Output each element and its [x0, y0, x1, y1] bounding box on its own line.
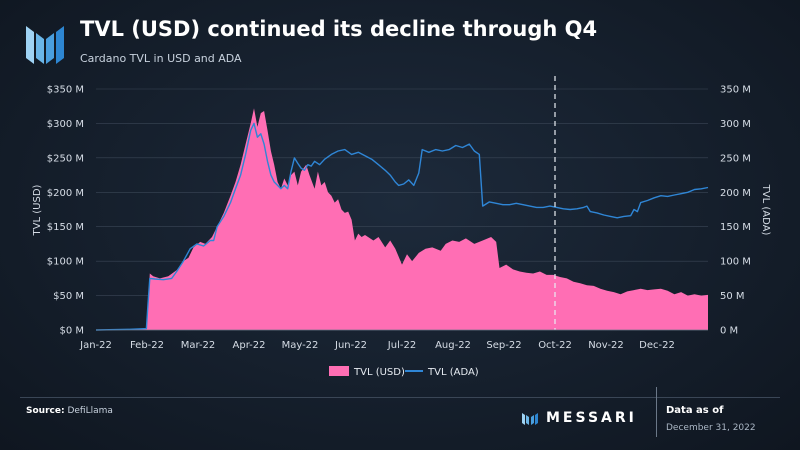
left-axis-ticks: $0 M $50 M $100 M $150 M $200 M $250 M $300 M $… — [47, 85, 84, 337]
as-of-label: Data as of — [666, 405, 724, 416]
y-left-tick-label: $0 M — [59, 326, 84, 337]
x-tick-label: Apr-22 — [233, 340, 266, 351]
legend-tvl-usd-label: TVL (USD) — [353, 367, 405, 378]
x-tick-label: Aug-22 — [435, 340, 471, 351]
right-axis-ticks: 0 M 50 M 100 M 150 M 200 M 250 M 300 M 350 M — [720, 85, 751, 337]
x-tick-label: Jan-22 — [79, 340, 112, 351]
tvl-chart: $0 M $50 M $100 M $150 M $200 M $250 M $300 M $… — [32, 76, 771, 378]
page-subtitle: Cardano TVL in USD and ADA — [80, 52, 242, 65]
messari-logo-icon — [26, 26, 64, 64]
brand: MESSARI — [522, 410, 637, 426]
x-tick-label: Feb-22 — [130, 340, 164, 351]
messari-small-logo-icon — [522, 413, 538, 425]
y-right-tick-label: 150 M — [720, 222, 751, 233]
y-right-tick-label: 0 M — [720, 326, 738, 337]
x-tick-label: Jun-22 — [334, 340, 367, 351]
tvl-usd-area — [96, 108, 708, 330]
x-tick-label: Mar-22 — [181, 340, 216, 351]
y-right-tick-label: 200 M — [720, 188, 751, 199]
y-left-tick-label: $150 M — [47, 222, 84, 233]
footer-divider — [20, 397, 780, 398]
y-right-tick-label: 300 M — [720, 119, 751, 130]
source-note: Source: DefiLlama — [26, 406, 113, 416]
y-right-tick-label: 50 M — [720, 291, 745, 302]
as-of-date: December 31, 2022 — [666, 423, 756, 433]
x-tick-label: May-22 — [282, 340, 319, 351]
footer-vertical-divider — [656, 387, 657, 437]
y-left-tick-label: $300 M — [47, 119, 84, 130]
source-value: DefiLlama — [67, 406, 113, 416]
y-left-tick-label: $50 M — [53, 291, 84, 302]
x-tick-label: Jul-22 — [387, 340, 416, 351]
x-tick-label: Nov-22 — [588, 340, 624, 351]
x-tick-label: Oct-22 — [538, 340, 572, 351]
source-label: Source: — [26, 406, 65, 416]
y-left-tick-label: $250 M — [47, 153, 84, 164]
legend-tvl-usd-swatch — [329, 366, 349, 376]
y-left-tick-label: $100 M — [47, 257, 84, 268]
brand-name: MESSARI — [546, 410, 637, 426]
x-axis-ticks: Jan-22 Feb-22 Mar-22 Apr-22 May-22 Jun-22 Jul-… — [79, 340, 675, 351]
y-right-tick-label: 250 M — [720, 153, 751, 164]
x-tick-label: Dec-22 — [639, 340, 675, 351]
y-axis-right-title: TVL (ADA) — [760, 184, 771, 236]
y-left-tick-label: $200 M — [47, 188, 84, 199]
legend-tvl-ada-label: TVL (ADA) — [427, 367, 479, 378]
y-axis-left-title: TVL (USD) — [32, 184, 43, 236]
y-left-tick-label: $350 M — [47, 85, 84, 96]
x-tick-label: Sep-22 — [486, 340, 521, 351]
tvl-ada-line — [95, 122, 709, 331]
legend: TVL (USD) TVL (ADA) — [329, 366, 479, 378]
y-right-tick-label: 100 M — [720, 257, 751, 268]
page-title: TVL (USD) continued its decline through … — [80, 17, 598, 41]
y-right-tick-label: 350 M — [720, 85, 751, 96]
